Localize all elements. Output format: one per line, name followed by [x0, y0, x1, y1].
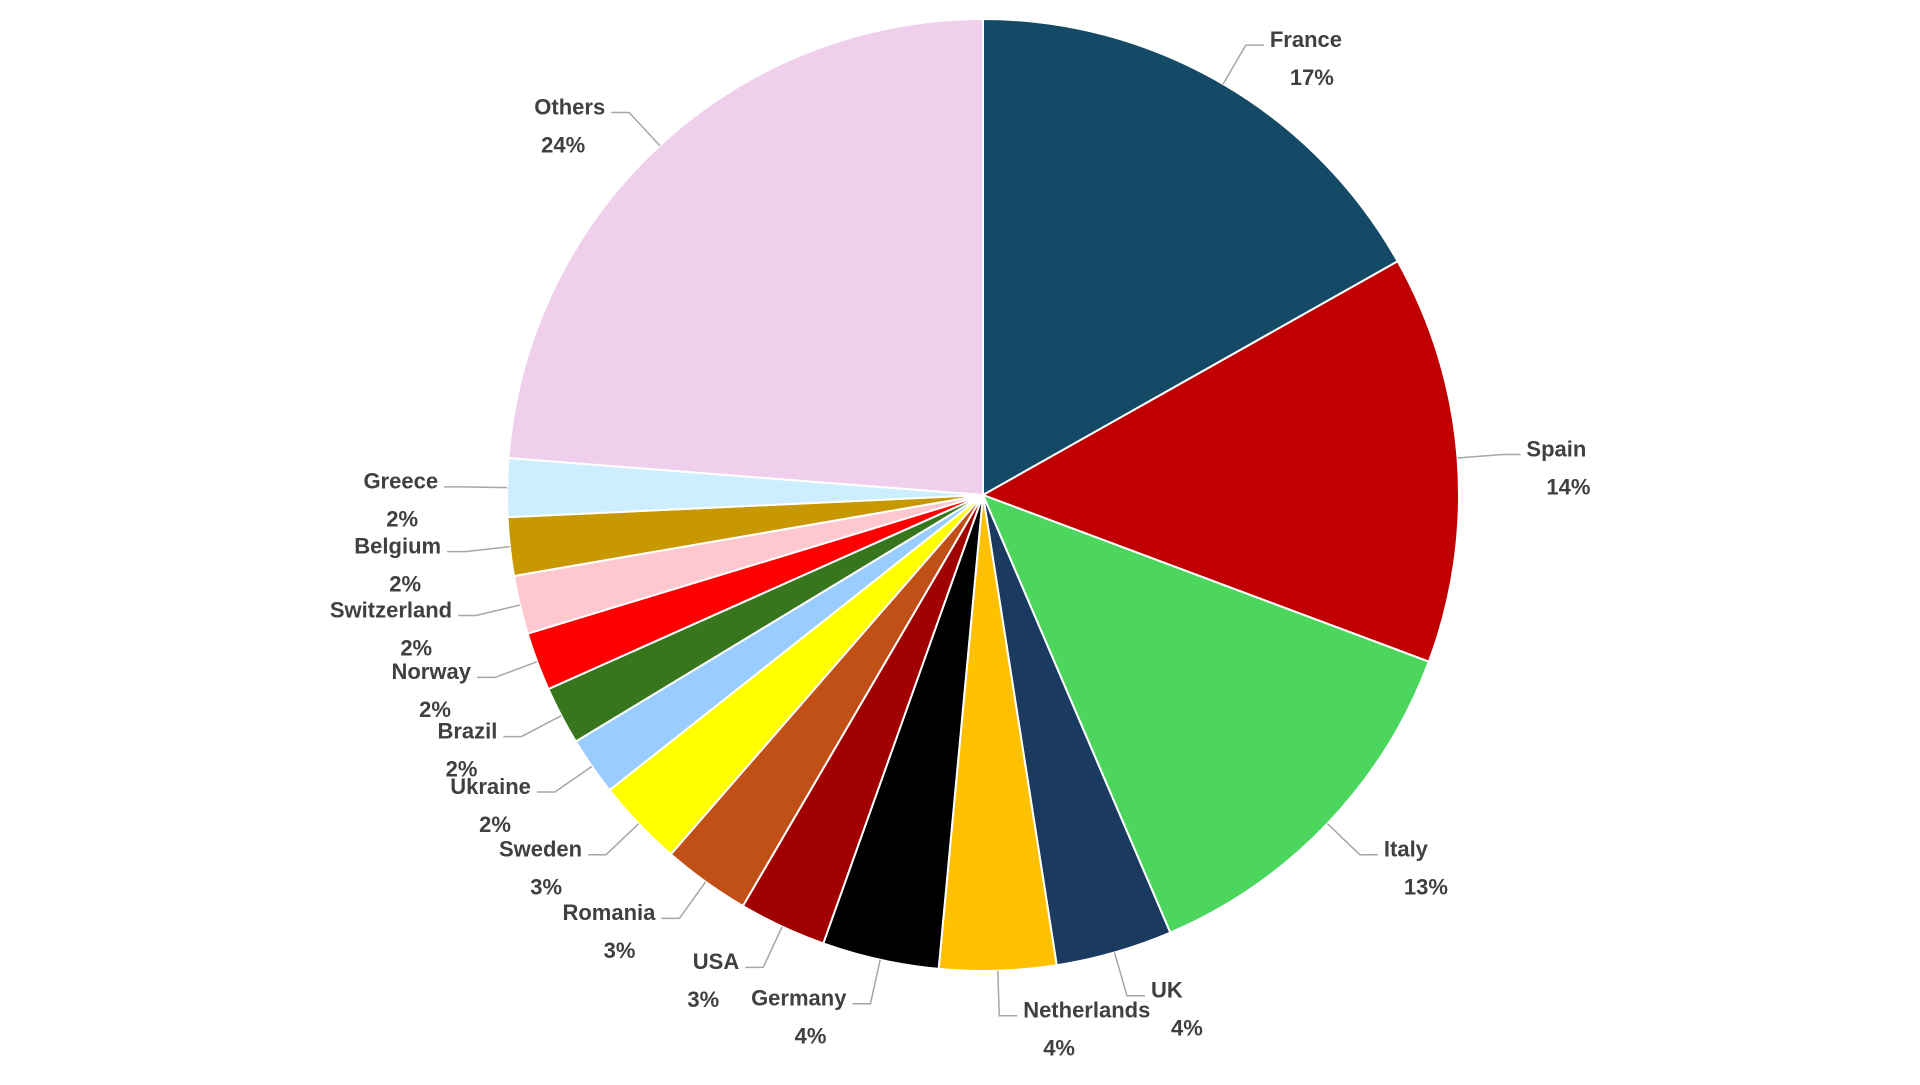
slice-value: 2% — [446, 756, 478, 781]
slice-label: Others — [534, 94, 605, 119]
slice-value: 2% — [389, 571, 421, 596]
slice-value: 2% — [419, 697, 451, 722]
leader-line — [745, 926, 783, 969]
slice-value: 3% — [530, 875, 562, 900]
leader-line — [852, 959, 881, 1005]
slice-label: Italy — [1384, 837, 1429, 862]
leader-line — [661, 881, 707, 920]
slice-label: Ukraine — [450, 774, 531, 799]
leader-line — [447, 545, 510, 553]
slice-label: Romania — [562, 900, 656, 925]
slice-value: 4% — [1043, 1036, 1075, 1061]
slice-value: 13% — [1404, 875, 1448, 900]
slice-label: Greece — [363, 469, 438, 494]
pie-slice — [982, 17, 1400, 497]
slice-label: UK — [1151, 978, 1183, 1003]
slice-label: Spain — [1526, 436, 1586, 461]
slice-label: Switzerland — [330, 597, 452, 622]
leader-line — [458, 604, 521, 617]
slice-value: 24% — [541, 132, 585, 157]
slice-value: 3% — [687, 987, 719, 1012]
leader-line — [1457, 453, 1521, 459]
leader-line — [476, 660, 538, 679]
leader-line — [997, 970, 1018, 1017]
slice-value: 17% — [1290, 65, 1334, 90]
leader-line — [611, 111, 661, 147]
slice-label: Netherlands — [1023, 998, 1150, 1023]
slice-value: 3% — [604, 938, 636, 963]
slice-value: 4% — [795, 1024, 827, 1049]
slice-label: France — [1270, 27, 1342, 52]
slice-value: 2% — [386, 507, 418, 532]
slice-value: 4% — [1171, 1016, 1203, 1041]
slice-label: USA — [693, 949, 740, 974]
slice-label: Brazil — [437, 718, 497, 743]
slice-value: 14% — [1546, 474, 1590, 499]
slice-label: Sweden — [499, 837, 582, 862]
leader-line — [536, 765, 593, 793]
leader-line — [444, 486, 508, 489]
leader-line — [1326, 823, 1378, 856]
slice-label: Germany — [751, 986, 847, 1011]
slice-label: Belgium — [354, 533, 441, 558]
pie-slice — [980, 259, 1460, 663]
leader-line — [1113, 952, 1145, 997]
leader-line — [1222, 44, 1264, 85]
pie-slice — [507, 17, 984, 497]
pie-slice — [981, 493, 1431, 934]
slice-value: 2% — [400, 635, 432, 660]
leader-line — [588, 823, 640, 856]
slice-label: Norway — [391, 659, 471, 684]
leader-line — [503, 715, 562, 738]
slice-value: 2% — [479, 812, 511, 837]
